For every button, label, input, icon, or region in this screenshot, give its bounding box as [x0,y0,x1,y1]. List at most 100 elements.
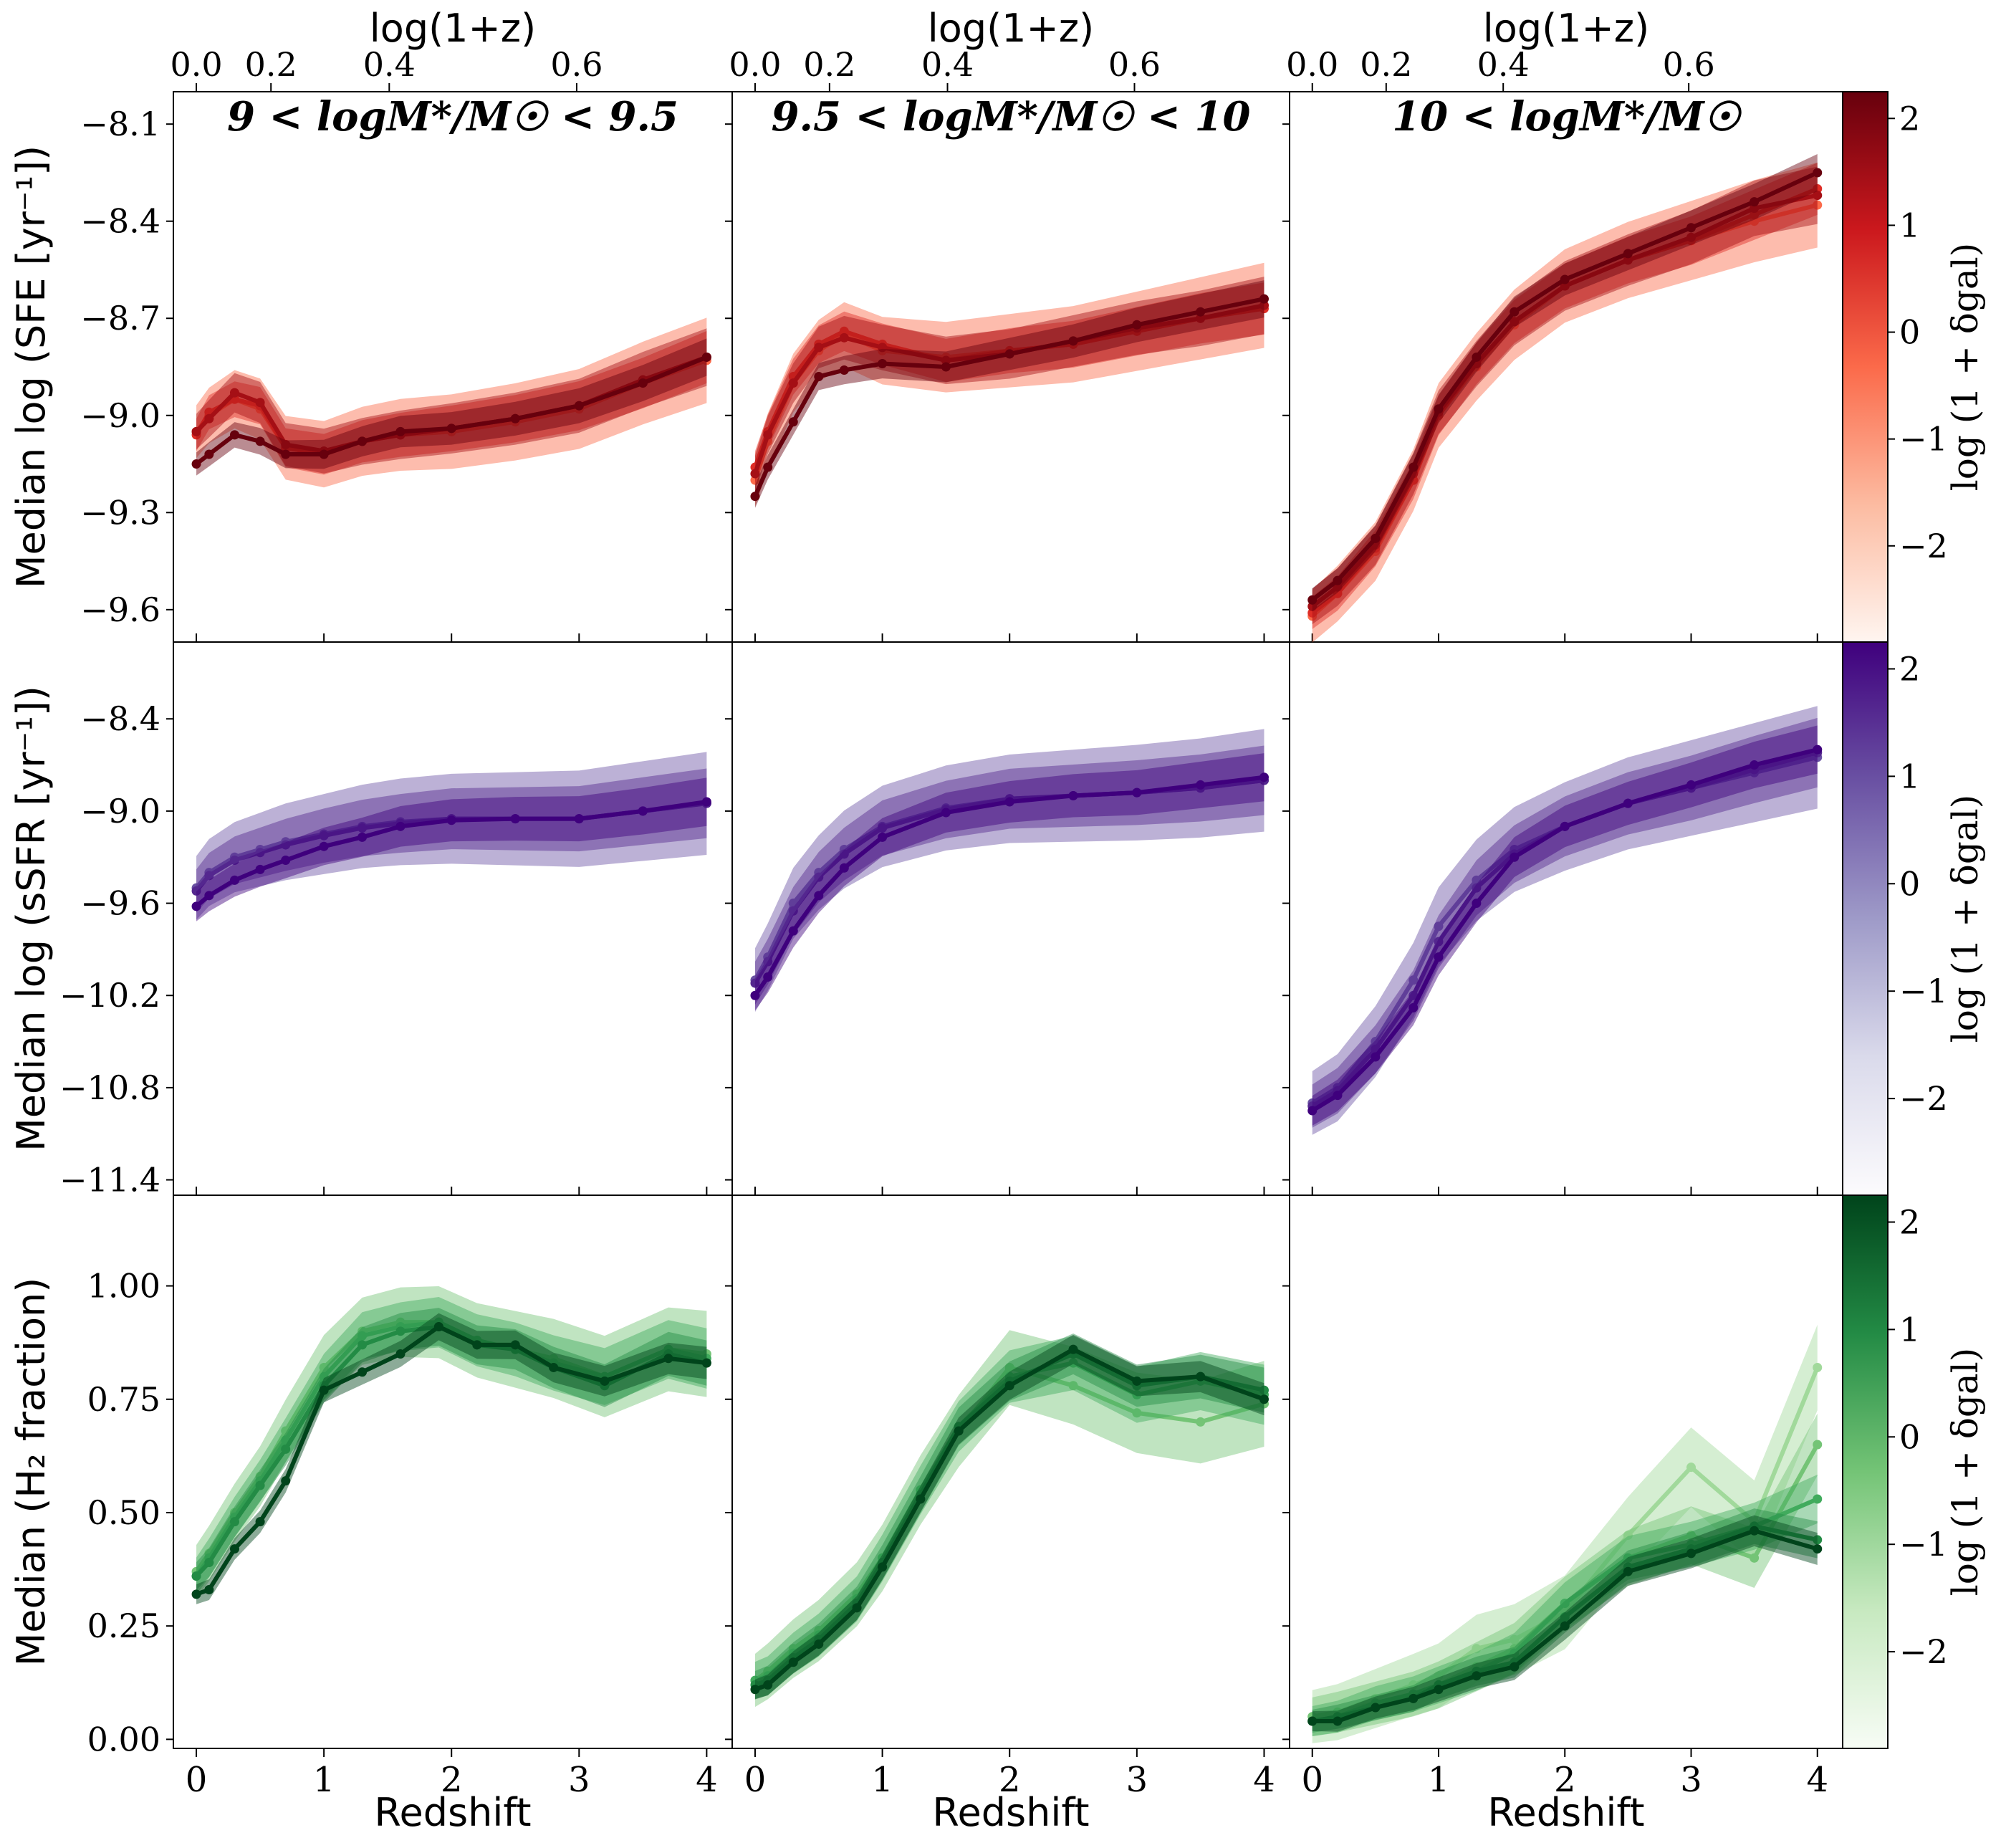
data-point [638,806,648,816]
data-point [1560,821,1570,831]
colorbar-label: log (1 + δgal) [1944,1348,1986,1596]
y-tick-label: −9.3 [80,493,160,532]
data-point [1623,1553,1633,1563]
data-point [1813,1362,1823,1372]
data-point [941,362,951,372]
data-point [750,469,760,479]
data-point [1813,191,1823,201]
data-point [510,814,520,824]
data-point [1686,1548,1696,1559]
data-point [1750,1526,1760,1536]
data-point [1408,990,1419,1000]
top-x-tick-label: 0.4 [363,45,416,84]
series-band [754,280,1264,508]
data-point [319,1385,329,1395]
data-point [255,1517,265,1527]
data-point [1623,1531,1633,1541]
data-point [204,871,214,881]
data-point [750,990,760,1000]
top-x-tick-label: 0.4 [921,45,974,84]
colorbar [1842,1195,1889,1749]
top-x-tick-label: 0.6 [550,45,603,84]
series-line [1310,193,1818,608]
data-point [763,957,773,967]
data-point [395,1326,405,1336]
y-tick-label: −9.0 [80,396,160,435]
data-point [788,1657,798,1667]
data-point [1307,1716,1318,1726]
data-point [1686,223,1696,233]
data-point [204,449,214,459]
series-band [196,338,707,476]
colorbar-tick-label: −2 [1899,527,1948,565]
data-point [750,1685,760,1695]
colorbar-tick-label: 1 [1899,206,1920,244]
data-point [229,430,239,440]
data-point [1371,1703,1381,1713]
x-tick-label: 4 [1806,1760,1828,1800]
colorbar-tick-label: 2 [1899,649,1920,688]
data-point [574,401,584,411]
series-line [1310,171,1819,602]
series-line [753,775,1264,997]
data-point [814,872,824,882]
data-point [1472,899,1482,909]
x-tick-label: 2 [441,1760,463,1800]
data-point [1560,274,1570,284]
series-line [753,297,1265,497]
data-point [191,1571,201,1581]
x-tick-label: 4 [696,1760,718,1800]
data-point [319,841,329,851]
data-point [1408,1693,1419,1703]
data-point [750,492,760,502]
top-x-tick-label: 0.4 [1477,45,1530,84]
colorbar-tick-label: 2 [1899,1202,1920,1241]
data-point [395,426,405,436]
data-point [788,906,798,916]
y-tick-label: −9.6 [80,590,160,629]
data-point [1510,852,1520,862]
data-point [1750,1553,1760,1563]
series-band [1312,1324,1818,1743]
data-point [839,863,849,873]
data-point [1004,797,1014,807]
data-point [510,413,520,423]
y-tick-label: 0.25 [87,1607,160,1645]
data-point [1307,608,1318,618]
data-point [701,1358,711,1368]
colorbar [1842,641,1889,1196]
panel-title: 10 < logM*/M☉ [1392,93,1742,140]
data-point [1813,745,1823,755]
y-tick-label: −8.1 [80,105,160,143]
data-point [204,1585,214,1595]
plot-layer: −8.1 −8.4 −8.7 −9.0 −9.3 −9.6 Median log (SFE … [9,6,1986,1835]
x-tick-label: 0 [744,1760,767,1800]
series-band [196,330,707,475]
data-point [1259,1394,1269,1404]
data-point [1813,184,1823,194]
top-x-tick-label: 0.0 [1286,45,1338,84]
data-point [1686,1462,1696,1473]
data-point [878,343,888,353]
data-point [763,462,773,472]
x-axis-label: Redshift [374,1790,531,1835]
data-point [319,1362,329,1372]
y-axis-label: Median log (SFE [yr⁻¹]) [9,145,54,588]
data-point [1307,601,1318,611]
data-point [1510,1662,1520,1672]
data-point [878,358,888,368]
data-point [1434,404,1444,414]
top-x-axis-label: log(1+z) [1483,6,1649,51]
data-point [229,1517,239,1527]
data-point [319,1371,329,1382]
data-point [1623,798,1633,808]
data-point [204,413,214,423]
data-point [191,901,201,911]
data-point [319,830,329,841]
data-point [878,832,888,842]
data-point [1333,575,1343,585]
data-point [255,436,265,446]
colorbar-tick-label: −2 [1899,1632,1948,1671]
data-point [1813,1535,1823,1545]
data-point [1259,1385,1269,1395]
